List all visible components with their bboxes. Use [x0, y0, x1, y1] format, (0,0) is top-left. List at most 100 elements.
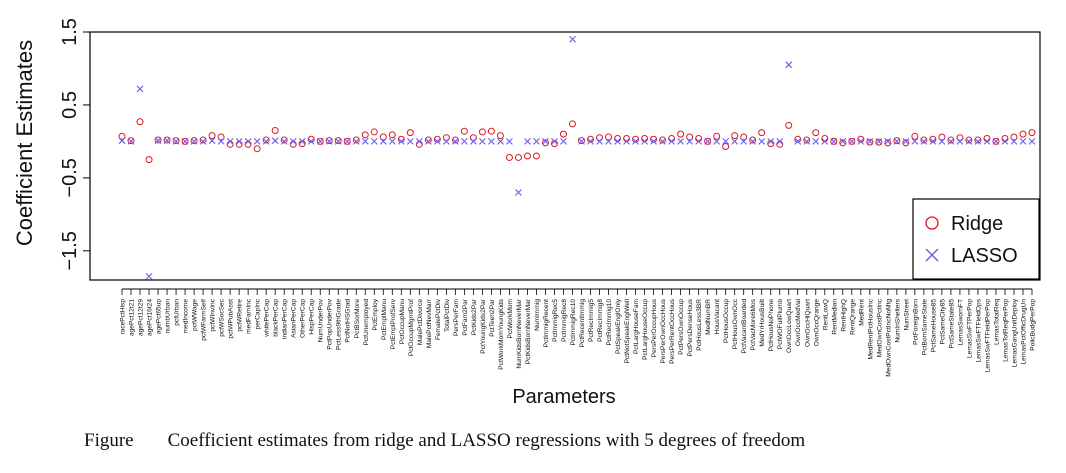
ridge-point — [289, 140, 297, 148]
lasso-point-stroke — [974, 138, 982, 145]
lasso-point — [497, 138, 504, 145]
lasso-point — [794, 138, 802, 145]
ridge-point — [352, 136, 360, 144]
lasso-point-stroke — [370, 138, 378, 145]
x-tick-label: PctRecImmig10 — [606, 299, 613, 346]
y-tick-label: 0.5 — [59, 91, 81, 119]
ridge-point — [514, 153, 522, 161]
ridge-point — [848, 137, 856, 145]
ridge-point — [370, 128, 378, 136]
lasso-point — [659, 138, 666, 145]
ridge-point — [911, 132, 919, 140]
lasso-point — [587, 138, 594, 145]
ridge-point — [172, 137, 180, 145]
ridge-point — [875, 138, 883, 146]
x-tick-label: medIncome — [183, 299, 190, 334]
ridge-point — [154, 136, 162, 144]
x-tick-label: PctEmplManu — [381, 299, 388, 340]
lasso-point-stroke — [515, 189, 522, 196]
x-tick-label: PctHousLess3BR — [696, 299, 703, 351]
lasso-point — [533, 138, 540, 145]
lasso-point-stroke — [433, 138, 441, 145]
x-tick-label: PctBSorMore — [354, 299, 361, 339]
lasso-point-stroke — [587, 138, 594, 145]
ridge-point — [406, 129, 414, 137]
lasso-point-stroke — [938, 138, 946, 145]
lasso-point-stroke — [614, 138, 621, 145]
x-tick-label: PctRecImmig5 — [588, 299, 595, 342]
x-tick-label: medFamInc — [246, 298, 253, 334]
x-tick-label: PctImmigRec8 — [561, 299, 568, 342]
ridge-point — [190, 137, 198, 145]
lasso-point — [235, 138, 243, 145]
ridge-point — [559, 130, 567, 138]
lasso-point — [596, 138, 603, 145]
lasso-point — [172, 138, 180, 145]
lasso-point-stroke — [316, 138, 324, 145]
ridge-point — [740, 133, 748, 141]
lasso-point-stroke — [965, 138, 973, 145]
lasso-point-stroke — [839, 138, 847, 145]
lasso-point-stroke — [118, 137, 126, 145]
ridge-point — [424, 136, 432, 144]
lasso-point — [830, 138, 838, 145]
x-tick-label: PctImmigRec10 — [570, 299, 577, 346]
x-tick-label: MedNumBR — [705, 299, 712, 335]
lasso-point — [515, 189, 522, 196]
ridge-point — [478, 128, 486, 136]
ridge-point — [803, 136, 811, 144]
lasso-point-stroke — [731, 138, 739, 145]
lasso-point-stroke — [542, 138, 549, 145]
lasso-point — [442, 138, 450, 145]
lasso-point-stroke — [343, 138, 351, 145]
lasso-point-stroke — [605, 138, 612, 145]
lasso-point — [325, 138, 333, 145]
ridge-point — [388, 131, 396, 139]
lasso-point — [217, 138, 225, 145]
x-tick-label: agePct12t29 — [138, 299, 145, 336]
x-tick-label: PctPopUnderPov — [327, 298, 334, 349]
lasso-point — [199, 138, 207, 145]
ridge-point — [614, 134, 622, 142]
ridge-point — [695, 134, 703, 142]
lasso-point — [479, 138, 486, 145]
lasso-point — [785, 61, 793, 69]
ridge-point — [505, 153, 513, 161]
lasso-point-stroke — [983, 138, 991, 145]
x-tick-label: PersPerFam — [453, 299, 460, 337]
lasso-point-stroke — [533, 138, 540, 145]
x-tick-label: LemasGangUnitDeploy — [1011, 298, 1018, 367]
x-tick-label: PctRecImmig8 — [597, 299, 604, 342]
lasso-point — [154, 137, 162, 145]
x-tick-label: MedRentPctHousInc — [867, 298, 874, 359]
ridge-point — [208, 132, 216, 140]
lasso-point — [821, 138, 829, 145]
ridge-point — [821, 134, 829, 142]
ridge-point — [920, 136, 928, 144]
x-tick-label: PctEmplProfServ — [390, 298, 397, 349]
ridge-point — [280, 136, 288, 144]
lasso-point-stroke — [758, 138, 766, 145]
x-tick-label: OwnOccQrange — [813, 299, 820, 347]
ridge-point — [974, 136, 982, 144]
ridge-point — [415, 140, 423, 148]
lasso-point-stroke — [650, 138, 657, 145]
x-tick-label: AsianPerCap — [291, 299, 298, 338]
lasso-point-stroke — [785, 61, 793, 69]
lasso-point-stroke — [740, 138, 748, 145]
lasso-point — [974, 138, 982, 145]
x-tick-label: NumUnderPov — [318, 298, 325, 342]
legend-lasso-stroke — [925, 248, 939, 262]
lasso-point-stroke — [551, 138, 558, 145]
x-tick-label: HousVacant — [714, 299, 721, 335]
ridge-point — [226, 140, 234, 148]
lasso-point — [451, 138, 459, 145]
lasso-point — [127, 138, 135, 145]
x-tick-label: PctBornSameState — [921, 299, 928, 355]
x-tick-label: RentMedian — [831, 299, 838, 335]
ridge-point — [686, 133, 694, 141]
lasso-point — [524, 138, 531, 145]
lasso-point — [253, 138, 261, 145]
lasso-point — [415, 138, 423, 145]
lasso-point-stroke — [560, 138, 567, 145]
